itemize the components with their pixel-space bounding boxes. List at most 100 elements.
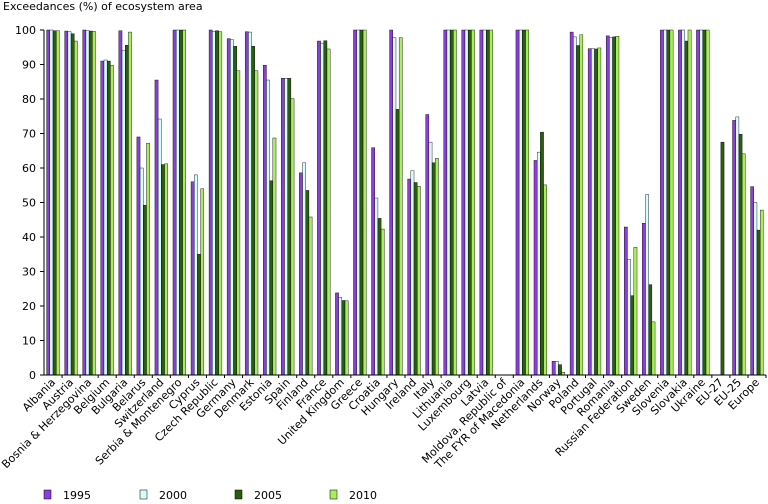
legend-label: 2000 [159, 489, 187, 502]
bar-2000 [103, 59, 108, 376]
bar-2005 [179, 29, 183, 376]
bar-2005 [558, 364, 562, 376]
bar-2000 [482, 29, 487, 376]
y-tick-label: 100 [15, 24, 36, 37]
bar-2005 [756, 229, 761, 376]
bar-2000 [194, 174, 198, 376]
bar-1995 [443, 29, 448, 376]
bar-2005 [431, 162, 436, 376]
bar-2000 [320, 42, 324, 376]
bar-1995 [46, 29, 51, 376]
bar-1995 [118, 30, 123, 376]
bar-2010 [74, 40, 78, 376]
bar-1995 [371, 147, 375, 376]
bar-2010 [380, 228, 385, 376]
legend: 1995 2000 2005 2010 [43, 489, 377, 502]
bar-2000 [536, 151, 541, 376]
bar-2010 [741, 153, 746, 376]
bar-2000 [284, 78, 288, 376]
bar-1995 [82, 29, 87, 376]
bar-2010 [597, 47, 602, 376]
bar-1995 [587, 48, 592, 376]
bar-2005 [269, 180, 274, 376]
bar-2005 [323, 40, 328, 376]
bar-1995 [136, 136, 141, 376]
bar-2000 [428, 141, 433, 376]
bar-2010 [669, 29, 674, 376]
legend-swatch-2010 [329, 489, 338, 500]
bar-2000 [446, 29, 451, 376]
bar-2010 [417, 186, 421, 376]
legend-swatch-2005 [234, 489, 243, 500]
legend-label: 2005 [254, 489, 282, 502]
bar-2000 [464, 29, 469, 376]
bar-2010 [92, 31, 96, 376]
bar-2005 [359, 29, 364, 376]
bar-2005 [576, 45, 580, 376]
bar-2005 [143, 205, 147, 376]
bar-2010 [398, 37, 403, 376]
y-tick-label: 60 [22, 162, 36, 175]
bar-1995 [569, 31, 574, 376]
bar-2010 [56, 30, 60, 376]
bar-1995 [299, 172, 303, 376]
bar-2005 [702, 29, 707, 376]
bar-2010 [615, 36, 620, 376]
bar-2005 [413, 182, 418, 376]
bar-1995 [208, 29, 213, 376]
bar-2010 [254, 70, 259, 376]
bar-2010 [525, 29, 529, 376]
bar-2000 [356, 29, 361, 376]
bar-2010 [308, 216, 313, 376]
bar-1995 [263, 64, 267, 376]
y-tick-label: 40 [22, 231, 36, 244]
bar-1995 [154, 79, 159, 376]
bar-2005 [522, 29, 526, 376]
bar-2010 [633, 247, 638, 376]
bar-2005 [738, 133, 743, 376]
bar-1995 [100, 60, 105, 376]
bar-2005 [251, 46, 255, 376]
bar-2010 [290, 98, 295, 376]
bar-2005 [467, 29, 472, 376]
y-tick-label: 70 [22, 128, 36, 141]
bar-1995 [425, 114, 430, 376]
y-tick-label: 30 [22, 266, 36, 279]
bar-1995 [281, 78, 285, 376]
bar-2005 [594, 48, 598, 376]
bar-2000 [663, 29, 667, 376]
bar-1995 [461, 29, 466, 376]
bar-1995 [551, 361, 556, 376]
bar-1995 [642, 222, 646, 376]
bar-2010 [453, 29, 457, 376]
bar-1995 [172, 29, 177, 376]
bar-1995 [407, 178, 412, 376]
bar-2000 [591, 48, 595, 376]
bar-2000 [735, 116, 740, 376]
bar-2000 [139, 167, 144, 376]
bar-2000 [49, 29, 54, 376]
bar-2010 [759, 209, 764, 376]
bar-2005 [233, 46, 237, 376]
bar-2005 [684, 40, 689, 376]
bar-2000 [392, 37, 397, 376]
bar-1995 [190, 181, 195, 376]
legend-swatch-2000 [139, 489, 148, 500]
bar-1995 [317, 40, 321, 376]
y-axis-label: Exceedances (%) of ecosystem area [3, 0, 203, 13]
bar-1995 [64, 30, 69, 376]
bar-2000 [518, 29, 523, 376]
bar-2000 [302, 162, 306, 376]
bar-2010 [579, 34, 584, 376]
y-axis: 0 10 20 30 40 50 60 70 80 90 100 [15, 24, 44, 382]
bar-2005 [449, 29, 454, 376]
bar-2005 [486, 29, 490, 376]
bar-2005 [395, 109, 400, 376]
bar-2000 [230, 39, 234, 376]
bar-2005 [720, 141, 725, 376]
bar-2010 [489, 29, 493, 376]
bar-2000 [410, 170, 415, 376]
bar-2000 [67, 31, 72, 376]
